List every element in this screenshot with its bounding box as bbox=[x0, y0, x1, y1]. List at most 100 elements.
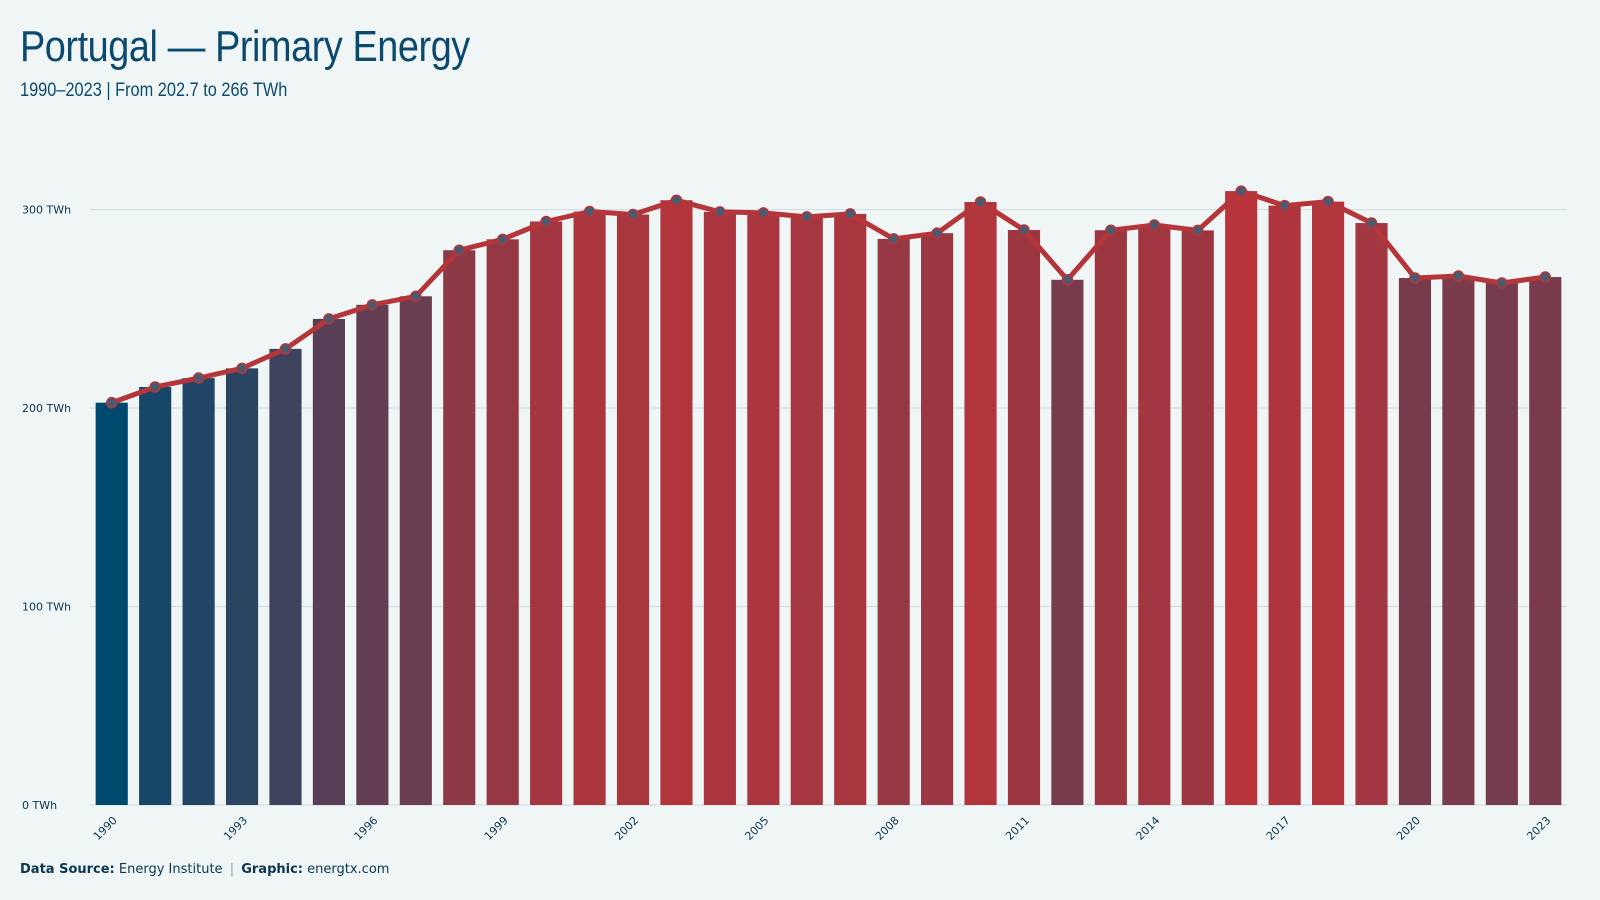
line-marker bbox=[1235, 185, 1247, 197]
line-marker bbox=[236, 362, 248, 375]
line-marker bbox=[1061, 274, 1074, 286]
x-tick-label: 2011 bbox=[1003, 814, 1032, 843]
x-tick-label: 1996 bbox=[351, 814, 380, 843]
line-marker bbox=[540, 215, 552, 228]
line-marker bbox=[974, 196, 987, 208]
graphic-label: Graphic: bbox=[241, 862, 303, 877]
x-tick-label: 1999 bbox=[482, 814, 511, 843]
bar bbox=[1094, 230, 1127, 806]
footer-separator: | bbox=[229, 862, 235, 877]
bar bbox=[747, 212, 780, 806]
line-marker bbox=[323, 313, 335, 325]
chart-subtitle: 1990–2023 | From 202.7 to 266 TWh bbox=[20, 80, 288, 101]
chart-title: Portugal — Primary Energy bbox=[20, 22, 470, 71]
bar bbox=[1529, 277, 1562, 806]
line-marker bbox=[1452, 270, 1465, 282]
bar bbox=[443, 250, 476, 805]
line-marker bbox=[1192, 224, 1204, 237]
x-tick-label: 2008 bbox=[873, 814, 902, 843]
line-marker bbox=[410, 290, 422, 303]
grid-lines bbox=[90, 208, 1567, 806]
bar bbox=[356, 304, 389, 805]
x-tick-label: 1993 bbox=[221, 814, 250, 843]
x-tick-label: 2023 bbox=[1524, 814, 1553, 843]
line-marker bbox=[757, 207, 770, 219]
graphic-value: energtx.com bbox=[307, 862, 390, 877]
x-tick-label: 2020 bbox=[1394, 814, 1423, 843]
line-marker bbox=[1322, 195, 1334, 208]
bar bbox=[921, 233, 954, 805]
line-marker bbox=[931, 227, 943, 239]
line-marker bbox=[105, 396, 118, 409]
line-markers bbox=[105, 185, 1552, 409]
bar bbox=[1312, 201, 1345, 805]
bar bbox=[1485, 282, 1518, 805]
x-axis-tick-labels: 1990 1993 1996 1999 2002 2005 2008 2011 2014 2017… bbox=[91, 814, 1554, 843]
bar bbox=[182, 378, 215, 805]
line-marker bbox=[1365, 217, 1378, 229]
line-marker bbox=[583, 205, 596, 218]
bar bbox=[530, 221, 563, 806]
source-value: Energy Institute bbox=[118, 862, 223, 877]
line-marker bbox=[192, 372, 205, 384]
y-tick-label: 0 TWh bbox=[22, 799, 57, 812]
y-axis-tick-labels: 0 TWh 100 TWh 200 TWh 300 TWh bbox=[22, 204, 71, 812]
bar bbox=[573, 211, 606, 806]
line-marker bbox=[801, 211, 813, 223]
bar bbox=[95, 402, 128, 805]
bar bbox=[312, 318, 345, 805]
x-tick-label: 2014 bbox=[1133, 814, 1162, 843]
trend-line-path bbox=[109, 188, 1548, 406]
line-marker bbox=[1018, 224, 1030, 236]
bar bbox=[660, 200, 693, 805]
line-marker bbox=[1539, 271, 1552, 283]
bar bbox=[486, 239, 519, 805]
line-marker bbox=[887, 233, 900, 245]
line-marker bbox=[714, 206, 726, 218]
bar bbox=[964, 202, 997, 805]
line-marker bbox=[279, 343, 292, 355]
x-tick-label: 1990 bbox=[91, 814, 120, 843]
y-tick-label: 300 TWh bbox=[22, 204, 71, 217]
footer-credits: Data Source: Energy Institute | Graphic:… bbox=[20, 862, 389, 877]
bar bbox=[139, 386, 172, 805]
bar bbox=[1181, 230, 1214, 806]
bar bbox=[703, 211, 736, 806]
line-marker bbox=[149, 381, 161, 393]
line-marker bbox=[670, 194, 683, 206]
x-tick-label: 2002 bbox=[612, 814, 641, 843]
bar bbox=[1398, 278, 1432, 806]
bar bbox=[616, 214, 650, 805]
bar bbox=[1007, 229, 1041, 806]
line-marker bbox=[496, 233, 509, 246]
line-marker bbox=[1409, 272, 1421, 284]
bar bbox=[1138, 225, 1171, 805]
bar bbox=[1442, 276, 1475, 806]
bar bbox=[790, 216, 823, 805]
line-marker bbox=[366, 299, 379, 311]
trend-line bbox=[109, 188, 1548, 406]
y-tick-label: 200 TWh bbox=[22, 402, 71, 415]
bar bbox=[1225, 191, 1258, 805]
bar bbox=[1051, 279, 1084, 805]
line-marker bbox=[627, 208, 639, 221]
line-marker bbox=[453, 244, 465, 256]
line-marker bbox=[1496, 277, 1508, 289]
bars bbox=[95, 191, 1562, 806]
y-tick-label: 100 TWh bbox=[22, 601, 71, 614]
bar bbox=[225, 368, 259, 805]
bar bbox=[399, 296, 432, 805]
x-tick-label: 2005 bbox=[742, 814, 771, 843]
bar bbox=[269, 348, 302, 805]
bar bbox=[1268, 205, 1301, 806]
line-marker bbox=[1278, 199, 1291, 212]
bar bbox=[834, 213, 867, 806]
line-marker bbox=[1148, 219, 1161, 231]
x-tick-label: 2017 bbox=[1264, 814, 1293, 843]
line-marker bbox=[1105, 224, 1117, 236]
source-label: Data Source: bbox=[20, 862, 115, 877]
line-marker bbox=[844, 208, 856, 220]
bar bbox=[1355, 223, 1388, 805]
bar bbox=[877, 238, 910, 806]
